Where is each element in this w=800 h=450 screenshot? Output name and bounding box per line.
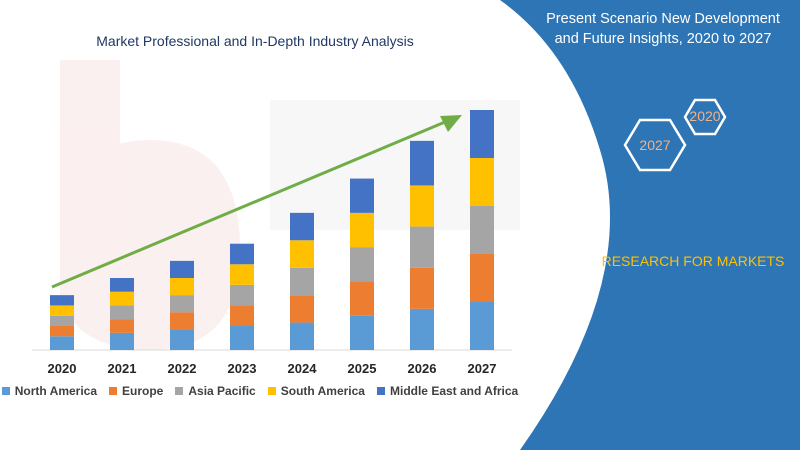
bar-segment-2026-4 xyxy=(410,140,434,186)
bar-segment-2026-3 xyxy=(410,185,434,227)
bar-segment-2023-1 xyxy=(230,305,254,326)
x-tick-label-2027: 2027 xyxy=(468,361,497,376)
chart-legend: North America Europe Asia Pacific South Ame… xyxy=(0,384,520,398)
panel-title: Present Scenario New Development and Fut… xyxy=(532,9,794,49)
legend-swatch xyxy=(1,387,10,395)
bar-segment-2023-4 xyxy=(230,243,254,265)
legend-swatch xyxy=(376,387,385,395)
bar-segment-2021-4 xyxy=(110,278,134,292)
legend-item-1: Europe xyxy=(109,384,163,398)
bar-segment-2027-2 xyxy=(470,206,494,254)
hexagon-2027 xyxy=(623,118,687,172)
bar-segment-2026-2 xyxy=(410,226,434,268)
bar-segment-2021-2 xyxy=(110,305,134,320)
bar-segment-2025-2 xyxy=(350,247,374,282)
legend-label: North America xyxy=(14,384,98,398)
x-tick-label-2024: 2024 xyxy=(288,361,318,376)
x-tick-label-2022: 2022 xyxy=(168,361,197,376)
hex-label-2020: 2020 xyxy=(689,108,721,124)
bar-segment-2020-1 xyxy=(50,326,74,337)
bar-segment-2024-0 xyxy=(290,322,314,350)
x-tick-label-2026: 2026 xyxy=(408,361,437,376)
bar-segment-2020-3 xyxy=(50,305,74,316)
x-tick-label-2021: 2021 xyxy=(108,361,137,376)
bar-segment-2025-3 xyxy=(350,212,374,248)
chart-title: Market Professional and In-Depth Industr… xyxy=(96,33,414,49)
bar-segment-2027-0 xyxy=(470,302,494,350)
blue-panel xyxy=(500,0,800,450)
bar-segment-2022-2 xyxy=(170,295,194,313)
bar-segment-2025-0 xyxy=(350,315,374,350)
legend-item-0: North America xyxy=(1,384,98,398)
bar-segment-2022-4 xyxy=(170,260,194,278)
research-for-markets-label: RESEARCH FOR MARKETS xyxy=(601,253,785,269)
legend-item-2: Asia Pacific xyxy=(175,384,256,398)
legend-item-4: Middle East and Africa xyxy=(376,384,519,398)
bar-segment-2025-1 xyxy=(350,281,374,316)
bar-segment-2023-0 xyxy=(230,326,254,350)
panel-title-line2: and Future Insights, 2020 to 2027 xyxy=(554,31,772,47)
hex-label-2027: 2027 xyxy=(639,137,671,153)
bar-segment-2020-4 xyxy=(50,295,74,306)
hexagon-2020 xyxy=(683,98,727,136)
bar-segment-2024-3 xyxy=(290,240,314,268)
bar-segment-2022-3 xyxy=(170,278,194,296)
bar-segment-2023-3 xyxy=(230,264,254,285)
trend-arrow xyxy=(51,115,462,289)
bar-segment-2027-1 xyxy=(470,254,494,302)
bar-segment-2020-0 xyxy=(50,336,74,350)
legend-item-3: South America xyxy=(267,384,365,398)
bar-segment-2023-2 xyxy=(230,284,254,306)
x-tick-label-2020: 2020 xyxy=(48,361,77,376)
bar-segment-2024-4 xyxy=(290,212,314,241)
legend-swatch xyxy=(267,387,276,395)
bar-segment-2025-4 xyxy=(350,178,374,213)
bar-segment-2027-3 xyxy=(470,158,494,206)
legend-swatch xyxy=(175,387,184,395)
x-tick-label-2025: 2025 xyxy=(348,361,377,376)
bar-segment-2022-1 xyxy=(170,312,194,330)
panel-title-line1: Present Scenario New Development xyxy=(546,11,780,27)
bar-segment-2026-1 xyxy=(410,267,434,309)
x-tick-labels: 2020 2021 2022 2023 2024 2025 2026 2027 xyxy=(48,361,497,376)
bar-segment-2020-2 xyxy=(50,315,74,326)
bar-segment-2021-1 xyxy=(110,319,134,333)
legend-label: Asia Pacific xyxy=(188,384,256,398)
bar-segment-2022-0 xyxy=(170,329,194,350)
x-tick-label-2023: 2023 xyxy=(228,361,257,376)
bar-segment-2024-1 xyxy=(290,295,314,323)
bar-segment-2021-0 xyxy=(110,332,134,350)
legend-label: Middle East and Africa xyxy=(389,384,519,398)
legend-swatch xyxy=(109,387,118,395)
bar-segment-2026-0 xyxy=(410,308,434,350)
bars-group xyxy=(50,110,494,350)
bar-segment-2024-2 xyxy=(290,267,314,296)
bar-segment-2027-4 xyxy=(470,110,494,158)
bar-segment-2021-3 xyxy=(110,291,134,306)
legend-label: South America xyxy=(280,384,365,398)
legend-label: Europe xyxy=(122,384,164,398)
